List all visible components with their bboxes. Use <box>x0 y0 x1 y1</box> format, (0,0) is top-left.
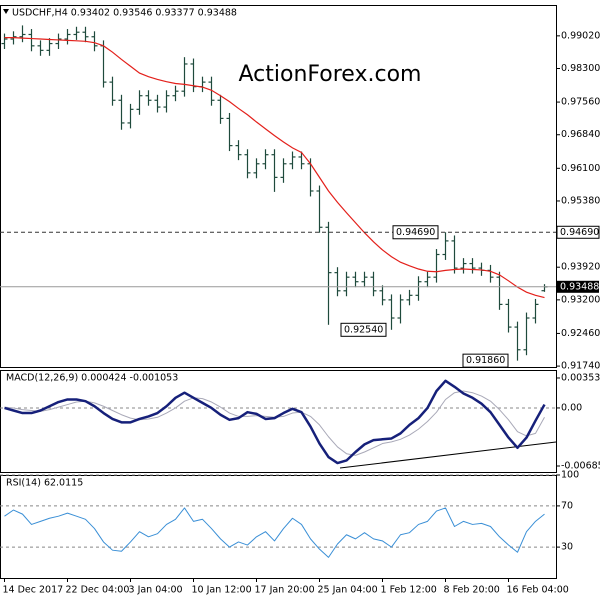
y-tick-label: 0.93200 <box>561 294 600 305</box>
level-tag-label: 0.94690 <box>560 227 599 238</box>
panel-title: RSI(14) 62.0115 <box>6 478 83 489</box>
y-tick-label: 0.95380 <box>561 195 600 206</box>
y-tick-label: 0.92460 <box>561 328 600 339</box>
indicator-line <box>4 379 546 465</box>
y-tick-label: -0.006853 <box>561 461 600 472</box>
x-tick-label: 10 Jan 12:00 <box>192 585 252 596</box>
watermark: ActionForex.com <box>239 62 422 87</box>
annotation-box <box>392 225 439 240</box>
y-tick-label: 0.97560 <box>561 97 600 108</box>
y-tick-label: 0.98300 <box>561 63 600 74</box>
last-price-label: 0.93488 <box>560 281 599 292</box>
panel-title: MACD(12,26,9) 0.000424 -0.001053 <box>6 373 178 384</box>
last-price-tag <box>557 280 599 293</box>
y-tick-label: 0.91740 <box>561 361 600 372</box>
y-tick-label: 30 <box>561 542 573 553</box>
x-tick-label: 3 Jan 04:00 <box>129 585 183 596</box>
y-tick-label: 0.99020 <box>561 30 600 41</box>
x-tick-label: 14 Dec 2017 <box>3 585 64 596</box>
indicator-line <box>4 507 545 558</box>
annotation-box <box>462 353 509 368</box>
y-tick-label: 0.96840 <box>561 129 600 140</box>
x-tick-label: 22 Dec 04:00 <box>66 585 130 596</box>
y-tick-label: 0.00 <box>561 402 582 413</box>
x-tick-label: 25 Jan 04:00 <box>318 585 378 596</box>
y-tick-label: 70 <box>561 500 573 511</box>
panel-frame <box>0 370 557 473</box>
annotation-label: 0.94690 <box>396 227 435 238</box>
level-tag <box>556 225 600 239</box>
x-tick-label: 8 Feb 20:00 <box>444 585 500 596</box>
panel-frame <box>0 5 557 368</box>
annotation-label: 0.91860 <box>466 355 505 366</box>
y-tick-label: 0.93920 <box>561 262 600 273</box>
y-tick-label: 100 <box>561 470 579 481</box>
x-tick-label: 16 Feb 04:00 <box>507 585 569 596</box>
menu-icon <box>3 9 9 14</box>
moving-average <box>4 37 545 299</box>
annotation-box <box>340 322 387 337</box>
y-tick-label: 0.96100 <box>561 163 600 174</box>
x-tick-label: 1 Feb 12:00 <box>381 585 437 596</box>
x-tick-label: 17 Jan 20:00 <box>255 585 315 596</box>
panel-title: USDCHF,H4 0.93402 0.93546 0.93377 0.9348… <box>12 8 237 19</box>
y-tick-label: 0.003538 <box>561 372 600 383</box>
annotation-label: 0.92540 <box>344 324 383 335</box>
